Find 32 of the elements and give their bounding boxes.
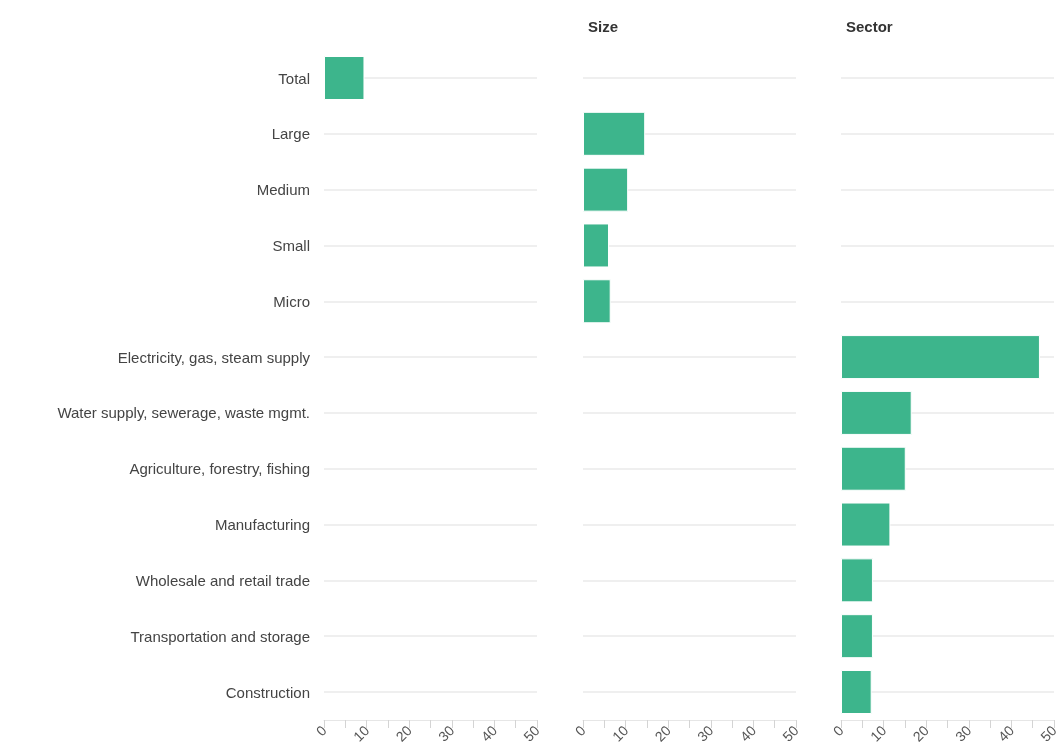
x-tick-label: 50 [779,722,802,745]
x-tick-label: 10 [866,722,890,745]
x-tick-label: 40 [994,722,1018,745]
y-tick-label: Micro [273,292,310,310]
x-tick-label: 50 [1037,722,1060,745]
y-tick-label: Medium [256,181,310,199]
y-tick-label: Transportation and storage [130,627,310,645]
x-tick-label: 30 [952,722,975,745]
x-tick-label: 20 [392,722,416,745]
y-tick-label: Electricity, gas, steam supply [117,348,311,366]
y-tick-label: Wholesale and retail trade [135,571,310,589]
chart-title: Sector [846,18,893,35]
x-tick-label: 10 [349,722,373,745]
chart-title: Size [588,18,619,35]
x-tick-label: 50 [520,722,543,745]
x-tick-label: 40 [736,722,760,745]
y-tick-label: Construction [225,683,310,701]
x-tick-label: 0 [571,722,589,740]
x-tick-label: 20 [909,722,933,745]
x-tick-label: 0 [312,722,330,740]
x-tick-label: 30 [435,722,458,745]
y-tick-label: Manufacturing [214,516,310,534]
x-tick-label: 30 [694,722,717,745]
x-tick-label: 20 [651,722,675,745]
y-tick-label: Water supply, sewerage, waste mgmt. [57,404,310,422]
y-tick-label: Large [271,125,310,143]
y-tick-label: Total [278,69,310,87]
y-tick-label: Small [272,236,310,254]
x-tick-label: 10 [608,722,632,745]
y-tick-label: Agriculture, forestry, fishing [129,460,310,478]
x-tick-label: 0 [829,722,847,740]
x-tick-label: 40 [477,722,501,745]
